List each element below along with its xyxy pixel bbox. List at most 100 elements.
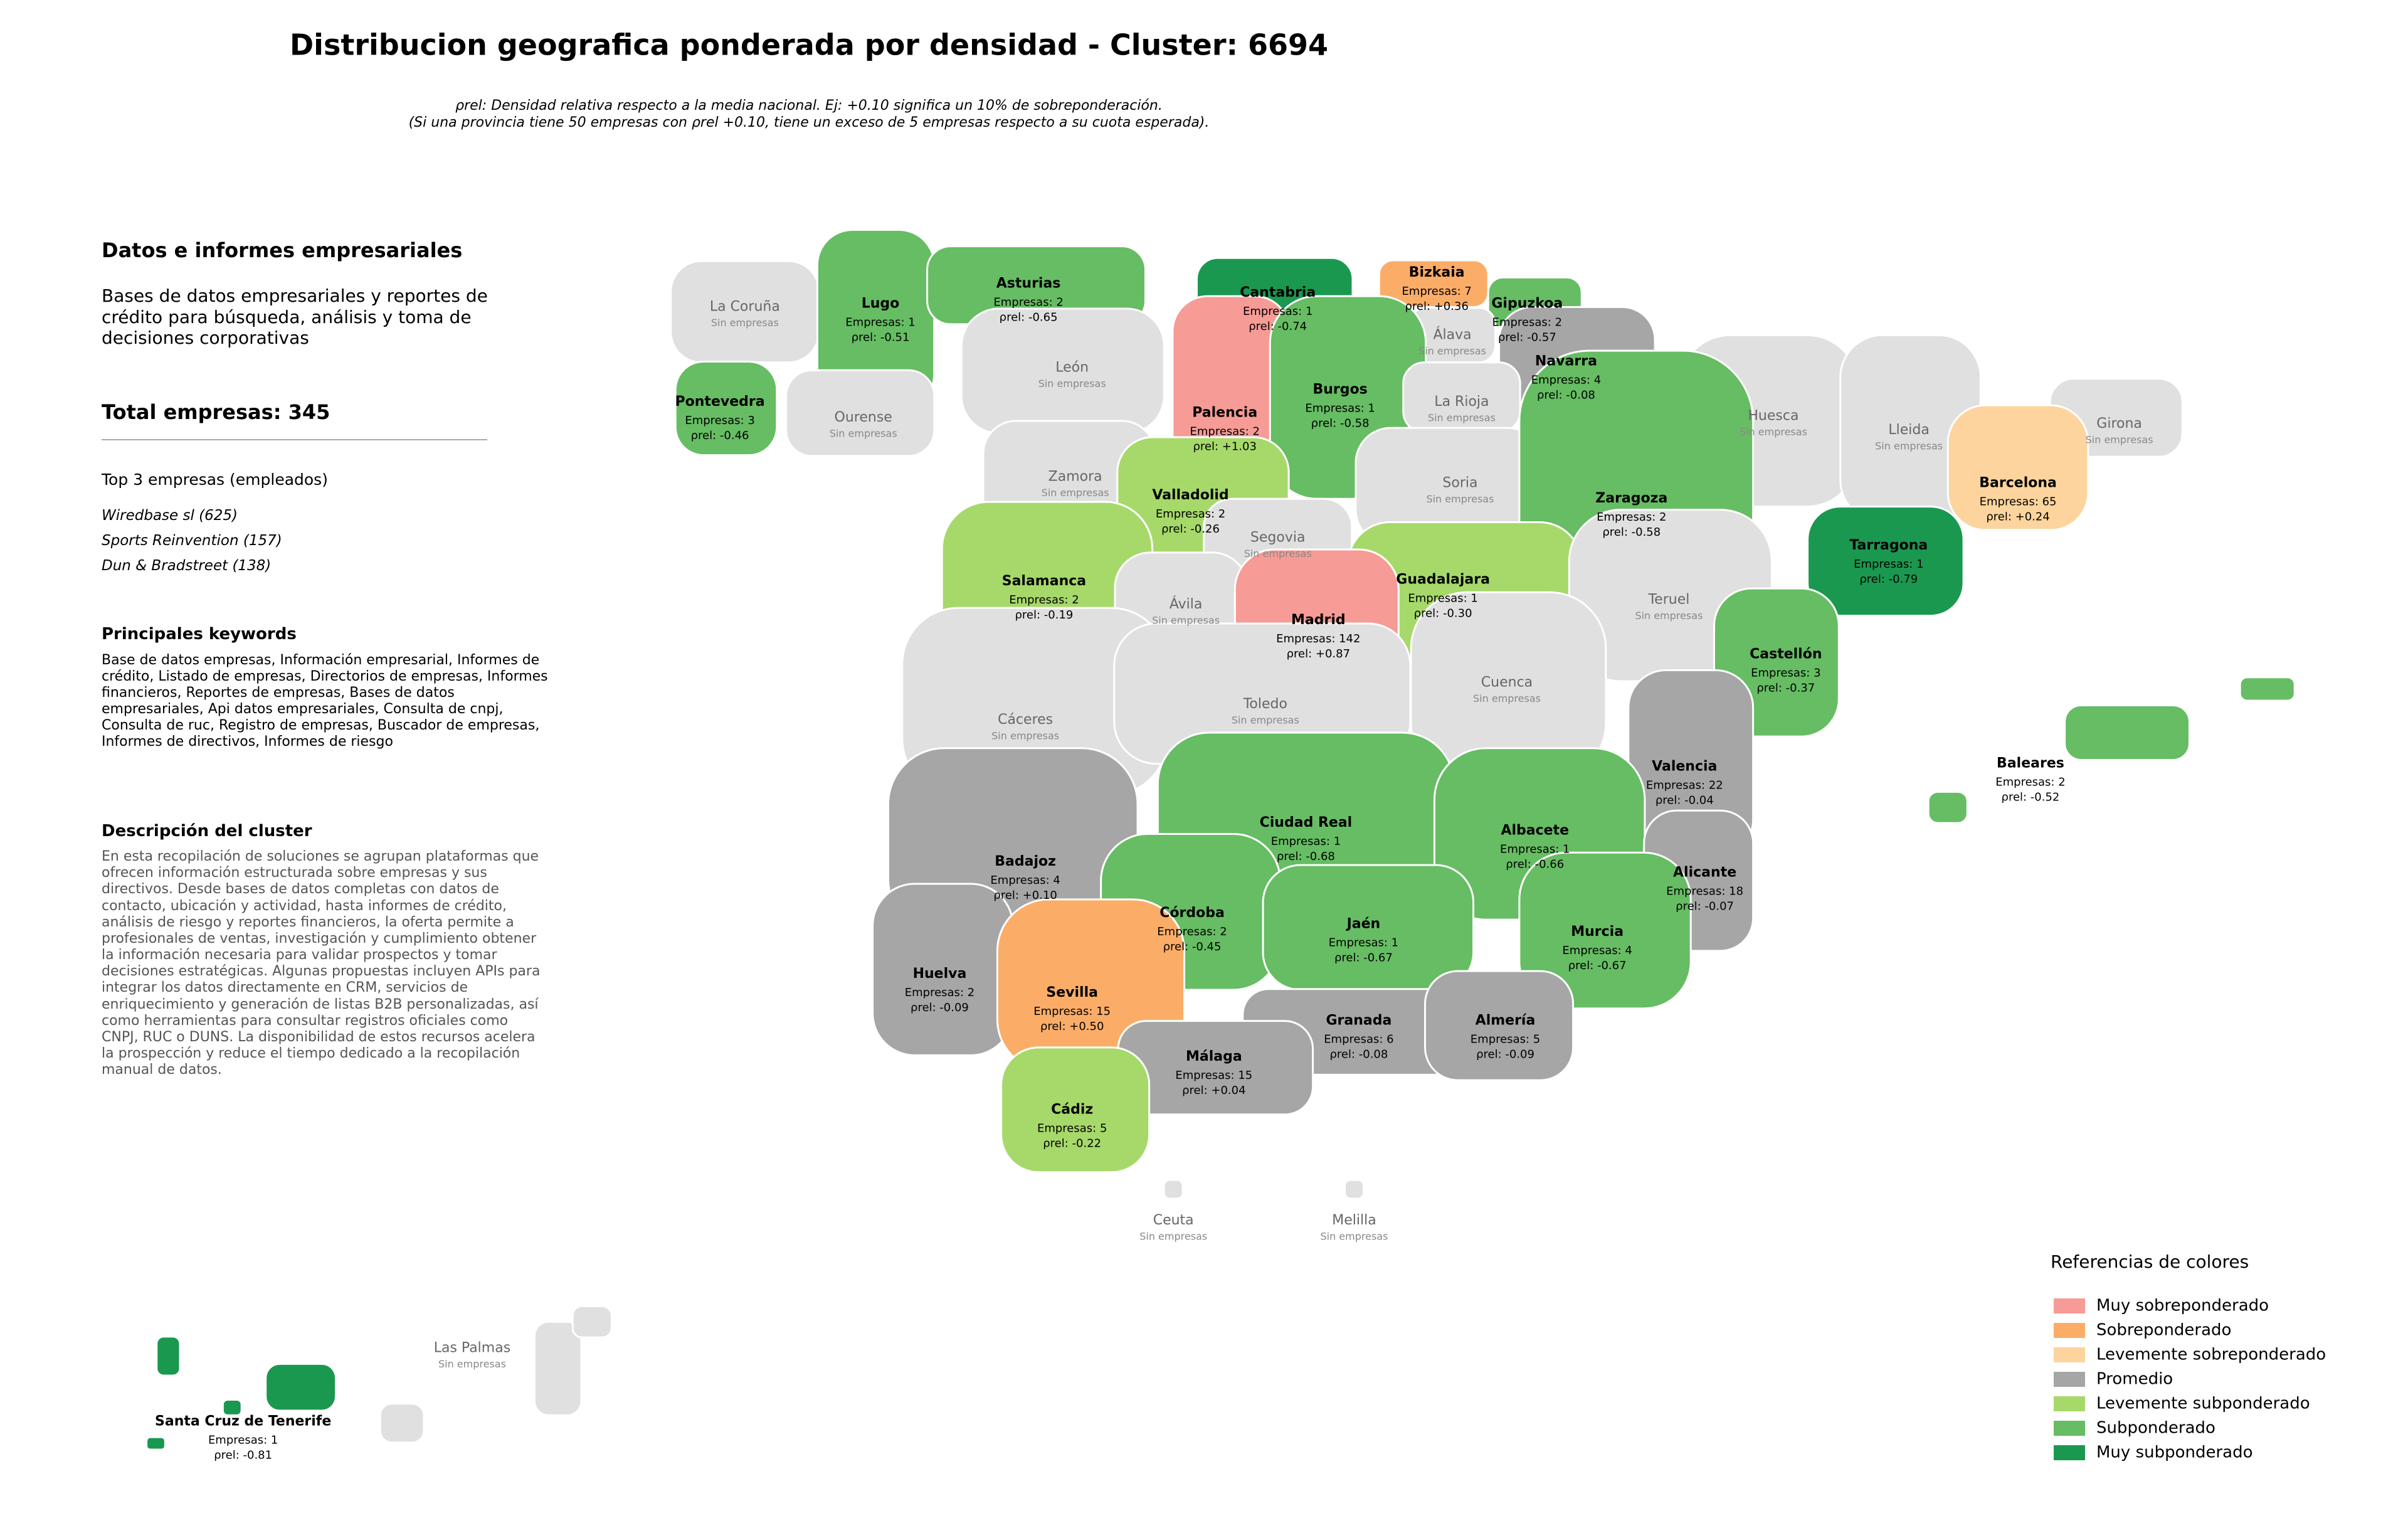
title: Distribucion geografica ponderada por de… — [290, 28, 1328, 62]
province-shape — [1518, 851, 1692, 1010]
province-companies: Empresas: 7 — [1402, 285, 1471, 298]
province-name: Álava — [1433, 326, 1471, 342]
province-companies: Sin empresas — [1426, 493, 1494, 505]
province-name: Cáceres — [998, 712, 1053, 728]
province-name: Las Palmas — [434, 1340, 510, 1356]
province-companies: Sin empresas — [991, 730, 1059, 742]
province-rho: ρrel: +0.10 — [993, 889, 1057, 902]
province-companies: Empresas: 1 — [1854, 558, 1923, 571]
province-companies: Sin empresas — [1428, 412, 1496, 424]
province-shape — [156, 1335, 181, 1377]
province-rho: ρrel: -0.67 — [1334, 952, 1393, 965]
province-companies: Empresas: 2 — [1156, 507, 1225, 521]
province-rho: ρrel: -0.67 — [1568, 959, 1627, 972]
province-name: Ciudad Real — [1260, 815, 1353, 830]
province-name: Zamora — [1048, 469, 1102, 484]
province-rho: ρrel: -0.09 — [1476, 1048, 1534, 1061]
keywords-title: Principales keywords — [102, 625, 297, 644]
province-companies: Empresas: 5 — [1037, 1122, 1107, 1135]
province-companies: Empresas: 2 — [905, 986, 974, 999]
province-companies: Empresas: 2 — [1597, 511, 1666, 524]
province-shape — [1344, 1179, 1365, 1200]
legend-label: Muy sobreponderado — [2096, 1297, 2269, 1315]
province-shape — [221, 1399, 243, 1416]
province-name: Murcia — [1571, 924, 1624, 940]
province-rho: ρrel: -0.19 — [1015, 608, 1074, 622]
province-name: León — [1055, 359, 1089, 375]
top-item: Dun & Bradstreet (138) — [102, 558, 272, 574]
top-title: Top 3 empresas (empleados) Wiredbase sl … — [102, 470, 328, 574]
province-rho: ρrel: -0.08 — [1537, 389, 1595, 402]
top-title-text: Top 3 empresas (empleados) — [102, 470, 328, 489]
province-rho: ρrel: -0.30 — [1414, 607, 1472, 620]
province-rho: ρrel: +0.87 — [1287, 647, 1350, 661]
province-name: Burgos — [1312, 381, 1367, 397]
province-rho: ρrel: -0.22 — [1043, 1137, 1101, 1150]
province-companies: Sin empresas — [1152, 615, 1220, 627]
province-name: Gipuzkoa — [1491, 296, 1563, 312]
legend-swatch — [2054, 1298, 2085, 1313]
province-name: Segovia — [1250, 529, 1306, 545]
province-rho: ρrel: +1.03 — [1193, 440, 1256, 454]
province-name: Valencia — [1652, 759, 1717, 775]
legend-label: Promedio — [2096, 1370, 2173, 1389]
province-name: Zaragoza — [1595, 491, 1667, 506]
province-companies: Sin empresas — [1320, 1230, 1388, 1242]
province-rho: ρrel: -0.68 — [1277, 850, 1335, 863]
province-companies: Empresas: 3 — [685, 414, 754, 427]
province-rho: ρrel: -0.74 — [1249, 320, 1307, 333]
province-rho: ρrel: -0.09 — [911, 1001, 969, 1014]
province-name: Granada — [1326, 1013, 1391, 1029]
province-rho: ρrel: +0.04 — [1182, 1084, 1245, 1097]
province-name: La Coruña — [710, 299, 780, 315]
province-rho: ρrel: -0.37 — [1756, 682, 1815, 695]
province-name: Huesca — [1748, 408, 1798, 423]
province-companies: Empresas: 1 — [1243, 305, 1312, 318]
legend-title: Referencias de colores — [2051, 1251, 2249, 1272]
top-item: Sports Reinvention (157) — [102, 533, 282, 549]
province-companies: Empresas: 2 — [1995, 776, 2065, 789]
province-name: Córdoba — [1159, 905, 1225, 921]
province-name: Albacete — [1501, 823, 1569, 839]
province-name: Castellón — [1750, 647, 1822, 662]
cluster-text: En esta recopilación de soluciones se ag… — [102, 849, 541, 1078]
province-name: Baleares — [1997, 756, 2064, 772]
province-name: Cantabria — [1240, 285, 1316, 300]
provinces — [145, 229, 2296, 1451]
province-name: Toledo — [1243, 696, 1287, 712]
province-shape — [533, 1320, 583, 1416]
province-name: Girona — [2096, 416, 2142, 432]
province-companies: Empresas: 2 — [993, 295, 1063, 309]
cluster-title: Descripción del cluster — [102, 822, 312, 841]
legend-label: Subponderado — [2096, 1419, 2215, 1438]
province-name: Huelva — [913, 966, 967, 982]
province-name: Alicante — [1673, 865, 1736, 881]
province-companies: Sin empresas — [1740, 426, 1807, 438]
province-rho: ρrel: +0.50 — [1040, 1020, 1104, 1033]
province-companies: Empresas: 1 — [208, 1433, 278, 1446]
province-name: Melilla — [1332, 1212, 1376, 1228]
province-companies: Empresas: 18 — [1666, 885, 1743, 898]
province-shape — [1424, 970, 1575, 1081]
total: Total empresas: 345 — [102, 400, 330, 424]
province-shape — [1807, 506, 1965, 617]
province-rho: ρrel: -0.26 — [1161, 523, 1220, 536]
subtitle: ρrel: Densidad relativa respecto a la me… — [455, 98, 1163, 114]
province-companies: Empresas: 6 — [1324, 1033, 1393, 1046]
province-name: Palencia — [1192, 405, 1257, 421]
province-name: Navarra — [1535, 354, 1597, 369]
province-companies: Empresas: 1 — [1271, 835, 1341, 848]
province-name: La Rioja — [1434, 394, 1489, 410]
province-rho: ρrel: -0.52 — [2002, 791, 2060, 804]
province-shape — [785, 369, 936, 457]
keywords: Base de datos empresas, Información empr… — [102, 652, 548, 750]
province-name: Jaén — [1346, 916, 1381, 932]
province-shape — [1927, 790, 1968, 824]
legend-label: Sobreponderado — [2096, 1321, 2231, 1340]
province-name: Ourense — [835, 410, 892, 425]
province-shape — [145, 1436, 166, 1451]
legend-swatch — [2054, 1347, 2085, 1362]
province-companies: Sin empresas — [1042, 487, 1109, 499]
sidebar-heading: Datos e informes empresariales — [102, 238, 463, 262]
